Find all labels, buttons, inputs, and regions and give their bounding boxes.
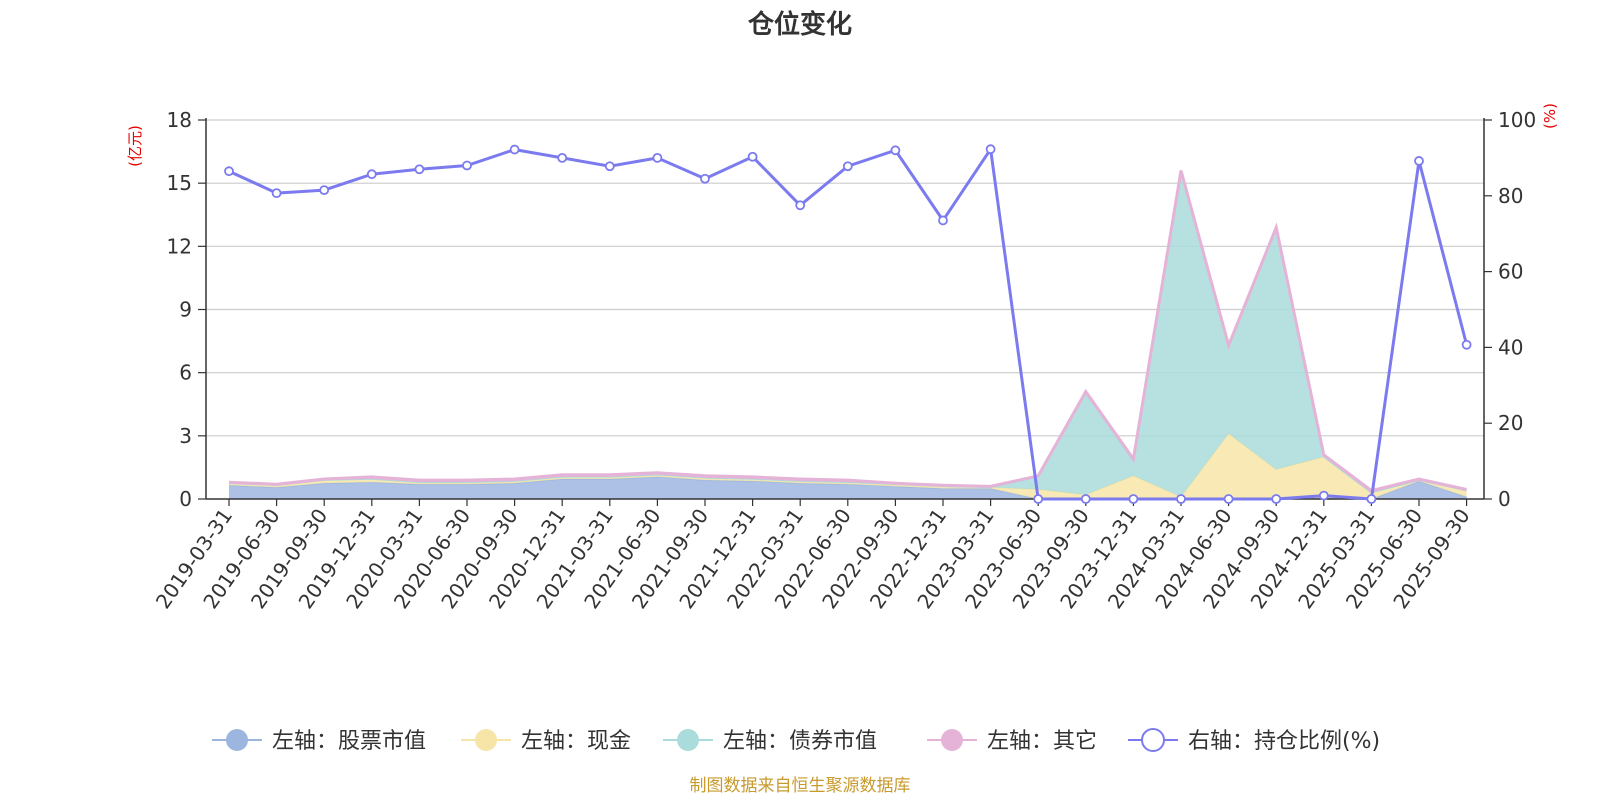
right-axis-tick-label: 20 xyxy=(1498,411,1523,435)
right-axis-tick-label: 60 xyxy=(1498,260,1523,284)
chart-title: 仓位变化 xyxy=(747,9,852,40)
ratio-point xyxy=(1318,490,1329,501)
ratio-point xyxy=(462,160,472,171)
ratio-point xyxy=(224,166,234,177)
area-左轴：债券市值 xyxy=(229,172,1467,497)
left-axis-tick-label: 9 xyxy=(179,298,192,322)
ratio-point xyxy=(747,151,758,162)
legend-marker xyxy=(941,729,963,751)
left-axis-unit: (亿元) xyxy=(126,125,144,167)
ratio-point xyxy=(1366,494,1377,504)
right-axis-unit: (%) xyxy=(1541,103,1559,129)
left-axis-tick-label: 15 xyxy=(167,171,192,195)
ratio-point xyxy=(1176,494,1186,504)
left-axis-tick-label: 12 xyxy=(167,234,192,258)
ratio-point xyxy=(366,169,377,180)
legend-marker xyxy=(677,729,699,751)
legend-marker xyxy=(1141,728,1165,752)
area-edge-左轴：其它 xyxy=(228,170,1467,493)
ratio-point xyxy=(557,152,568,163)
ratio-point xyxy=(1414,156,1424,166)
legend: 左轴：股票市值 左轴：现金 左轴：债券市值 左轴：其它 右轴：持仓比例(%) xyxy=(212,728,1380,754)
legend-label: 左轴：债券市值 xyxy=(723,729,877,754)
legend-marker xyxy=(475,729,497,751)
legend-marker xyxy=(226,729,248,751)
ratio-point xyxy=(938,215,948,226)
ratio-point xyxy=(1461,339,1472,350)
left-axis-tick-label: 6 xyxy=(179,361,192,385)
ratio-point xyxy=(319,185,330,196)
stacked-areas xyxy=(228,170,1467,500)
right-axis-tick-label: 40 xyxy=(1498,335,1523,359)
ratio-point xyxy=(890,145,901,156)
legend-label: 左轴：现金 xyxy=(521,729,631,754)
ratio-point xyxy=(414,164,425,175)
ratio-point xyxy=(1128,494,1139,504)
ratio-point xyxy=(604,161,615,172)
ratio-point xyxy=(1033,494,1044,504)
source-note: 制图数据来自恒生聚源数据库 xyxy=(690,776,911,796)
ratio-point xyxy=(509,144,520,155)
ratio-point xyxy=(1223,494,1234,504)
right-axis-tick-label: 80 xyxy=(1498,184,1523,208)
ratio-point xyxy=(795,200,806,211)
legend-label: 左轴：股票市值 xyxy=(272,729,426,754)
ratio-point xyxy=(700,173,710,184)
ratio-point xyxy=(652,152,663,163)
legend-label: 左轴：其它 xyxy=(987,729,1097,754)
area-左轴：现金 xyxy=(229,433,1467,499)
ratio-point xyxy=(985,144,996,155)
left-axis-tick-label: 3 xyxy=(179,424,192,448)
left-axis-tick-label: 18 xyxy=(167,108,192,132)
right-axis-tick-label: 0 xyxy=(1498,487,1511,511)
ratio-point xyxy=(271,188,282,199)
area-左轴：股票市值 xyxy=(229,476,1467,499)
ratio-line xyxy=(224,144,1472,504)
ratio-point xyxy=(1271,494,1282,504)
legend-label: 右轴：持仓比例(%) xyxy=(1188,729,1380,754)
left-axis-tick-label: 0 xyxy=(179,487,192,511)
ratio-point xyxy=(842,161,853,172)
ratio-point xyxy=(1080,494,1091,504)
right-axis-tick-label: 100 xyxy=(1498,108,1536,132)
